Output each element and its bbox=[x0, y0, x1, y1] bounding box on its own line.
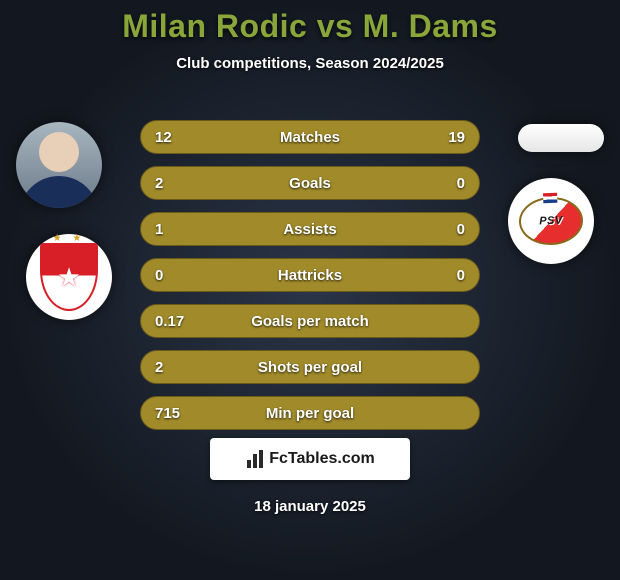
stat-label: Goals bbox=[141, 175, 479, 192]
footer-logo-text: FcTables.com bbox=[269, 450, 375, 468]
star-icon: ★ bbox=[57, 262, 80, 293]
stat-right-val: 0 bbox=[457, 175, 465, 192]
stat-row: 2 Shots per goal bbox=[140, 350, 480, 384]
stat-left-val: 0 bbox=[155, 267, 163, 284]
footer-logo[interactable]: FcTables.com bbox=[210, 438, 410, 480]
stat-row: 2 Goals 0 bbox=[140, 166, 480, 200]
stat-left-val: 715 bbox=[155, 405, 180, 422]
player-left-avatar bbox=[16, 122, 102, 208]
bars-icon bbox=[245, 450, 263, 468]
stat-label: Shots per goal bbox=[141, 359, 479, 376]
flag-icon bbox=[543, 193, 557, 203]
player-right-avatar bbox=[518, 124, 604, 152]
stat-left-val: 2 bbox=[155, 175, 163, 192]
stat-label: Goals per match bbox=[141, 313, 479, 330]
footer-date: 18 january 2025 bbox=[0, 498, 620, 515]
club-right-oval: PSV bbox=[518, 196, 584, 246]
stat-right-val: 0 bbox=[457, 267, 465, 284]
stat-row: 0.17 Goals per match bbox=[140, 304, 480, 338]
stat-row: 715 Min per goal bbox=[140, 396, 480, 430]
stats-panel: 12 Matches 19 2 Goals 0 1 Assists 0 0 Ha… bbox=[140, 120, 480, 442]
stat-left-val: 2 bbox=[155, 359, 163, 376]
stat-left-val: 1 bbox=[155, 221, 163, 238]
stat-label: Min per goal bbox=[141, 405, 479, 422]
stat-left-val: 0.17 bbox=[155, 313, 184, 330]
page-subtitle: Club competitions, Season 2024/2025 bbox=[0, 55, 620, 72]
stat-right-val: 0 bbox=[457, 221, 465, 238]
stat-row: 0 Hattricks 0 bbox=[140, 258, 480, 292]
stat-right-val: 19 bbox=[448, 129, 465, 146]
stat-row: 12 Matches 19 bbox=[140, 120, 480, 154]
club-right-badge: PSV bbox=[508, 178, 594, 264]
infographic-root: Milan Rodic vs M. Dams Club competitions… bbox=[0, 0, 620, 580]
club-left-badge: ★ ★ ★ bbox=[26, 234, 112, 320]
stat-label: Matches bbox=[141, 129, 479, 146]
page-title: Milan Rodic vs M. Dams bbox=[0, 8, 620, 45]
stat-left-val: 12 bbox=[155, 129, 172, 146]
club-left-shield: ★ ★ ★ bbox=[40, 243, 98, 311]
stat-row: 1 Assists 0 bbox=[140, 212, 480, 246]
stat-label: Hattricks bbox=[141, 267, 479, 284]
club-left-stars: ★ ★ bbox=[53, 233, 86, 244]
stat-label: Assists bbox=[141, 221, 479, 238]
club-right-text: PSV bbox=[539, 215, 563, 228]
